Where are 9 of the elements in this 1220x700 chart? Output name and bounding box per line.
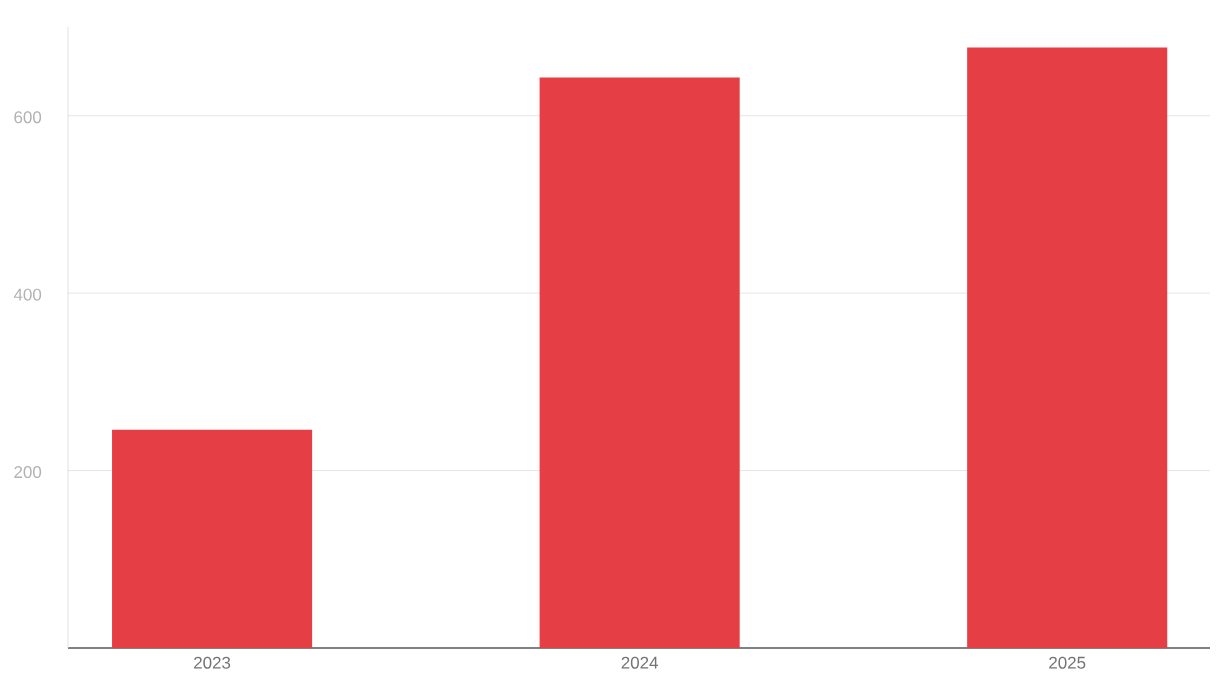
y-tick-label: 600	[14, 111, 42, 124]
bar	[112, 429, 313, 648]
bar	[967, 47, 1168, 648]
bar	[539, 77, 740, 648]
y-tick-label: 400	[13, 288, 42, 301]
y-tick-label: 200	[14, 466, 42, 479]
x-tick-label: 2025	[1049, 656, 1086, 669]
x-tick-label: 2024	[621, 656, 658, 669]
x-tick-label: 2023	[194, 656, 231, 669]
